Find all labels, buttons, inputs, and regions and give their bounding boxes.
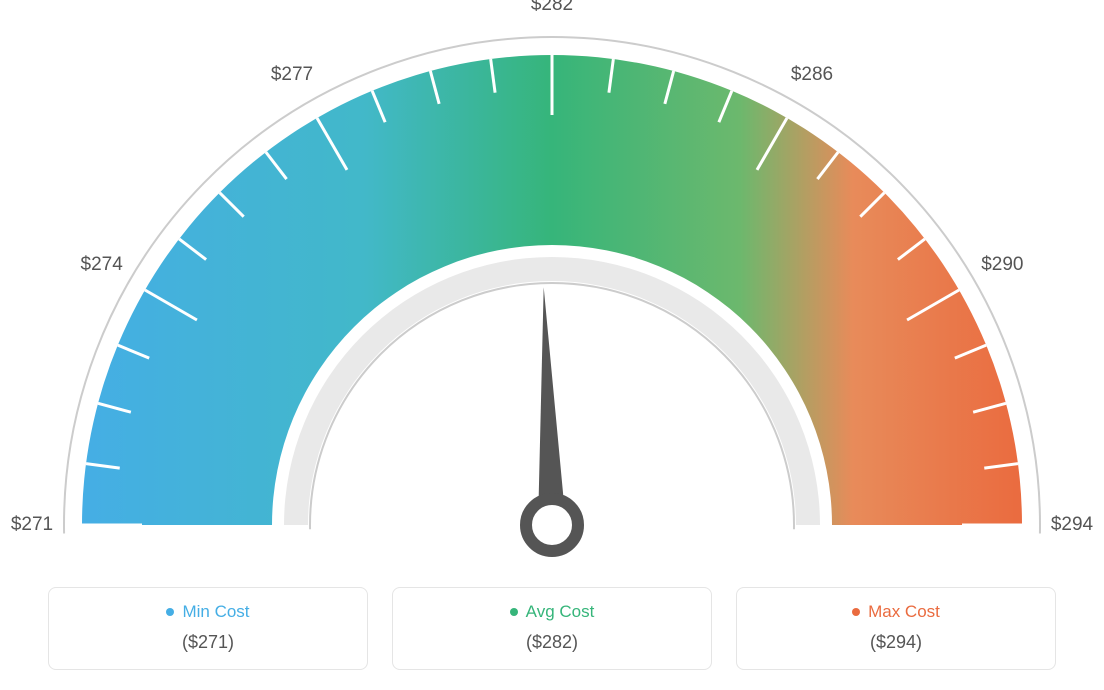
dot-icon	[166, 608, 174, 616]
chart-container: $271 $274 $277 $282 $286 $290 $294 Min Cost ($…	[0, 0, 1104, 690]
legend-card-min: Min Cost ($271)	[48, 587, 368, 670]
gauge-area: $271 $274 $277 $282 $286 $290 $294	[0, 0, 1104, 570]
legend-value-avg: ($282)	[393, 632, 711, 653]
legend-card-avg: Avg Cost ($282)	[392, 587, 712, 670]
legend-title-text: Avg Cost	[526, 602, 595, 622]
gauge-svg	[0, 0, 1104, 570]
gauge-tick-label: $271	[11, 514, 53, 536]
gauge-tick-label: $294	[1051, 514, 1093, 536]
gauge-tick-label: $277	[271, 64, 313, 86]
gauge-tick-label: $274	[81, 254, 123, 276]
legend-value-max: ($294)	[737, 632, 1055, 653]
dot-icon	[510, 608, 518, 616]
legend-value-min: ($271)	[49, 632, 367, 653]
dot-icon	[852, 608, 860, 616]
legend-card-max: Max Cost ($294)	[736, 587, 1056, 670]
gauge-tick-label: $290	[981, 254, 1023, 276]
gauge-tick-label: $286	[791, 64, 833, 86]
legend-title-avg: Avg Cost	[510, 602, 595, 622]
gauge-tick-label: $282	[531, 0, 573, 16]
legend-title-max: Max Cost	[852, 602, 940, 622]
legend-row: Min Cost ($271) Avg Cost ($282) Max Cost…	[0, 587, 1104, 670]
legend-title-text: Min Cost	[182, 602, 249, 622]
legend-title-min: Min Cost	[166, 602, 249, 622]
legend-title-text: Max Cost	[868, 602, 940, 622]
